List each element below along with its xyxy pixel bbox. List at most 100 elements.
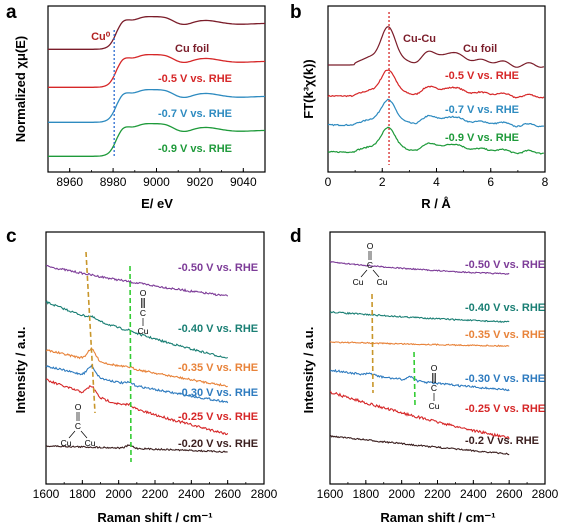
x-tick-label: 1800 (352, 487, 379, 501)
panel-a: 8960 8980 9000 9020 9040 Cu foil -0.5 V vs. RH… (47, 5, 266, 189)
x-tick-label: 8980 (100, 175, 127, 189)
mol-bond (80, 430, 88, 439)
raman-curve (45, 444, 228, 453)
cu0-label: Cu⁰ (91, 31, 111, 43)
mol-atom-o: O (75, 402, 82, 412)
panel-a-frame (47, 5, 266, 173)
series-label: -0.9 V vs. RHE (445, 132, 519, 144)
x-tick-label: 2000 (105, 487, 132, 501)
mol-atom-cu: Cu (85, 438, 96, 448)
x-tick-label: 2400 (460, 487, 487, 501)
mol-atom-c: C (75, 421, 81, 431)
raman-curve (329, 391, 510, 440)
mol-atom-cu: Cu (138, 326, 149, 336)
raman-curve (45, 264, 229, 297)
x-tick-label: 9000 (143, 175, 170, 189)
x-tick-label: 1600 (317, 487, 344, 501)
bridge-co-guide-line (85, 251, 96, 414)
panel-letter-a: a (6, 2, 17, 23)
ft-curve (327, 98, 544, 128)
panel-b: 0 2 4 6 8 Cu foil -0.5 V vs. RHE -0.7 V vs. RHE… (325, 5, 549, 189)
x-tick-label: 2200 (142, 487, 169, 501)
series-label: -0.40 V vs. RHE (465, 302, 545, 314)
mol-bond (360, 269, 368, 278)
raman-curve (329, 260, 510, 276)
series-label: -0.20 V vs. RHE (178, 438, 258, 450)
x-tick-label: 8960 (56, 175, 83, 189)
series-label: -0.5 V vs. RHE (158, 73, 232, 85)
raman-curve (329, 311, 510, 324)
series-label: -0.50 V vs. RHE (465, 259, 545, 271)
mol-atom-o: O (431, 363, 438, 373)
x-tick-label: 2800 (532, 487, 559, 501)
series-label: -0.2 V vs. RHE (465, 435, 539, 447)
series-label: -0.50 V vs. RHE (178, 262, 258, 274)
raman-curve (45, 347, 229, 388)
panel-letter-d: d (290, 226, 302, 247)
x-tick-label: 2600 (214, 487, 241, 501)
panel-a-ylabel: Normalized χμ(E) (13, 36, 28, 142)
mol-atom-cu: Cu (61, 438, 72, 448)
mol-atom-o: O (367, 241, 374, 251)
series-label: -0.35 V vs. RHE (465, 329, 545, 341)
mol-atom-c: C (367, 260, 373, 270)
raman-curve (45, 300, 229, 359)
raman-curve (45, 378, 229, 436)
atop-co-guide-line (413, 351, 416, 406)
xanes-curve (48, 53, 266, 88)
series-label: -0.35 V vs. RHE (178, 362, 258, 374)
panel-d: 1600 1800 2000 2200 2400 2600 2800 -0.50 V vs. … (317, 231, 559, 501)
panel-c-xlabel: Raman shift / cm⁻¹ (97, 510, 212, 525)
xanes-curve (48, 122, 266, 157)
mol-atom-cu: Cu (377, 277, 388, 287)
series-label: -0.40 V vs. RHE (178, 323, 258, 335)
atop-co-guide-line (129, 265, 132, 463)
mol-atom-c: C (140, 308, 146, 318)
ft-curve (327, 69, 545, 99)
cu-cu-label: Cu-Cu (403, 33, 436, 45)
bridge-co-guide-line (371, 293, 374, 394)
xanes-curve (48, 88, 266, 123)
x-tick-label: 9040 (230, 175, 257, 189)
mol-atom-cu: Cu (353, 277, 364, 287)
series-label: Cu foil (463, 43, 497, 55)
x-tick-label: 2800 (251, 487, 278, 501)
mol-bond (68, 430, 76, 439)
x-tick-label: 2600 (496, 487, 523, 501)
panel-c-ylabel: Intensity / a.u. (13, 327, 28, 414)
series-label: Cu foil (175, 43, 209, 55)
series-label: -0.7 V vs. RHE (445, 104, 519, 116)
mol-atom-o: O (140, 288, 147, 298)
x-tick-label: 9020 (187, 175, 214, 189)
raman-curve (329, 341, 510, 348)
panel-letter-c: c (6, 226, 17, 247)
ft-curve (328, 26, 545, 68)
panel-d-ylabel: Intensity / a.u. (301, 327, 316, 414)
xanes-curve (48, 15, 266, 50)
x-tick-label: 8 (542, 175, 549, 189)
series-label: -0.25 V vs. RHE (465, 403, 545, 415)
panel-letter-b: b (290, 2, 302, 23)
raman-curve (329, 434, 510, 456)
mol-atom-c: C (431, 383, 437, 393)
x-tick-label: 2 (379, 175, 386, 189)
raman-curve (330, 368, 510, 392)
panel-d-xlabel: Raman shift / cm⁻¹ (380, 510, 495, 525)
x-tick-label: 4 (433, 175, 440, 189)
x-tick-label: 0 (325, 175, 332, 189)
ft-curve (327, 126, 544, 155)
panel-a-xlabel: E/ eV (141, 196, 173, 211)
x-tick-label: 2000 (388, 487, 415, 501)
x-tick-label: 1800 (69, 487, 96, 501)
series-label: -0.5 V vs. RHE (445, 70, 519, 82)
raman-curve (45, 364, 229, 404)
panel-b-xlabel: R / Å (421, 196, 451, 211)
panel-c: 1600 1800 2000 2200 2400 2600 2800 -0.50 V vs. … (33, 231, 278, 501)
x-tick-label: 6 (487, 175, 494, 189)
series-label: -0.7 V vs. RHE (158, 108, 232, 120)
series-label: -0.30 V vs. RHE (178, 387, 258, 399)
x-tick-label: 2200 (424, 487, 451, 501)
mol-atom-cu: Cu (429, 401, 440, 411)
mol-bond (372, 269, 380, 278)
